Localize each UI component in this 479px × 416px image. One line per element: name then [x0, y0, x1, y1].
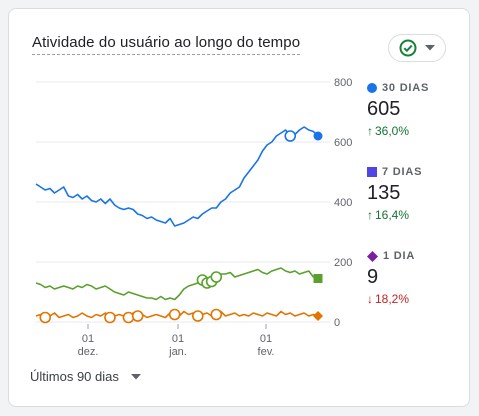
stat-change: ↑ 16,4% — [367, 208, 422, 222]
x-tick-day: 01 — [172, 333, 184, 345]
x-tick-day: 01 — [260, 333, 272, 345]
stat-label: 30 DIAS — [382, 82, 430, 94]
x-tick-day: 01 — [82, 333, 94, 345]
stat-label: 1 DIA — [383, 250, 416, 262]
stat-30-days: 30 DIAS 605 ↑ 36,0% — [367, 82, 429, 138]
date-range-label: Últimos 90 dias — [30, 369, 119, 384]
x-tick-month: dez. — [78, 346, 99, 358]
x-tick-month: jan. — [168, 346, 187, 358]
series-7-days-endpoint — [313, 274, 323, 283]
stat-value: 9 — [367, 266, 379, 288]
date-range-dropdown[interactable]: Últimos 90 dias — [30, 369, 141, 384]
stat-1-day: 1 DIA 9 ↓ 18,2% — [367, 250, 415, 306]
series-marker-square-icon — [367, 167, 377, 177]
y-tick-label: 0 — [334, 317, 340, 329]
y-tick-label: 800 — [334, 77, 352, 89]
caret-down-icon — [130, 373, 141, 379]
stat-change: ↓ 18,2% — [367, 292, 415, 306]
annotation-marker — [192, 310, 204, 322]
status-dropdown-button[interactable] — [388, 34, 446, 62]
series-1-day-endpoint — [313, 311, 323, 321]
stat-value: 135 — [367, 182, 401, 204]
annotation-marker — [104, 311, 116, 324]
series-30-days-line — [35, 126, 319, 227]
arrow-down-icon: ↓ — [367, 292, 373, 306]
caret-down-icon — [425, 45, 435, 51]
arrow-up-icon: ↑ — [367, 208, 373, 222]
stat-change: ↑ 36,0% — [367, 124, 429, 138]
y-tick-label: 400 — [334, 197, 352, 209]
annotation-marker — [168, 308, 181, 321]
arrow-up-icon: ↑ — [367, 124, 373, 138]
check-circle-icon — [399, 39, 417, 57]
series-7-days-line — [35, 267, 319, 301]
stat-change-value: 18,2% — [375, 292, 410, 306]
user-activity-card: Atividade do usuário ao longo do tempo — [8, 8, 470, 407]
x-tick-month: fev. — [258, 346, 275, 358]
stat-change-value: 36,0% — [375, 124, 410, 138]
annotation-marker — [210, 271, 223, 283]
series-30-days-endpoint — [313, 131, 323, 141]
stat-value: 605 — [367, 98, 401, 120]
stat-change-value: 16,4% — [375, 208, 410, 222]
stat-7-days: 7 DIAS 135 ↑ 16,4% — [367, 166, 422, 222]
series-marker-circle-icon — [367, 83, 377, 93]
y-tick-label: 600 — [334, 137, 352, 149]
y-tick-label: 200 — [334, 257, 352, 269]
annotation-marker — [284, 130, 297, 142]
annotation-marker — [39, 311, 52, 324]
card-title[interactable]: Atividade do usuário ao longo do tempo — [32, 34, 301, 55]
stat-label: 7 DIAS — [382, 166, 423, 178]
annotation-marker — [210, 308, 223, 321]
annotation-marker — [131, 310, 144, 322]
series-marker-diamond-icon — [367, 250, 378, 262]
annotation-marker — [122, 311, 135, 324]
